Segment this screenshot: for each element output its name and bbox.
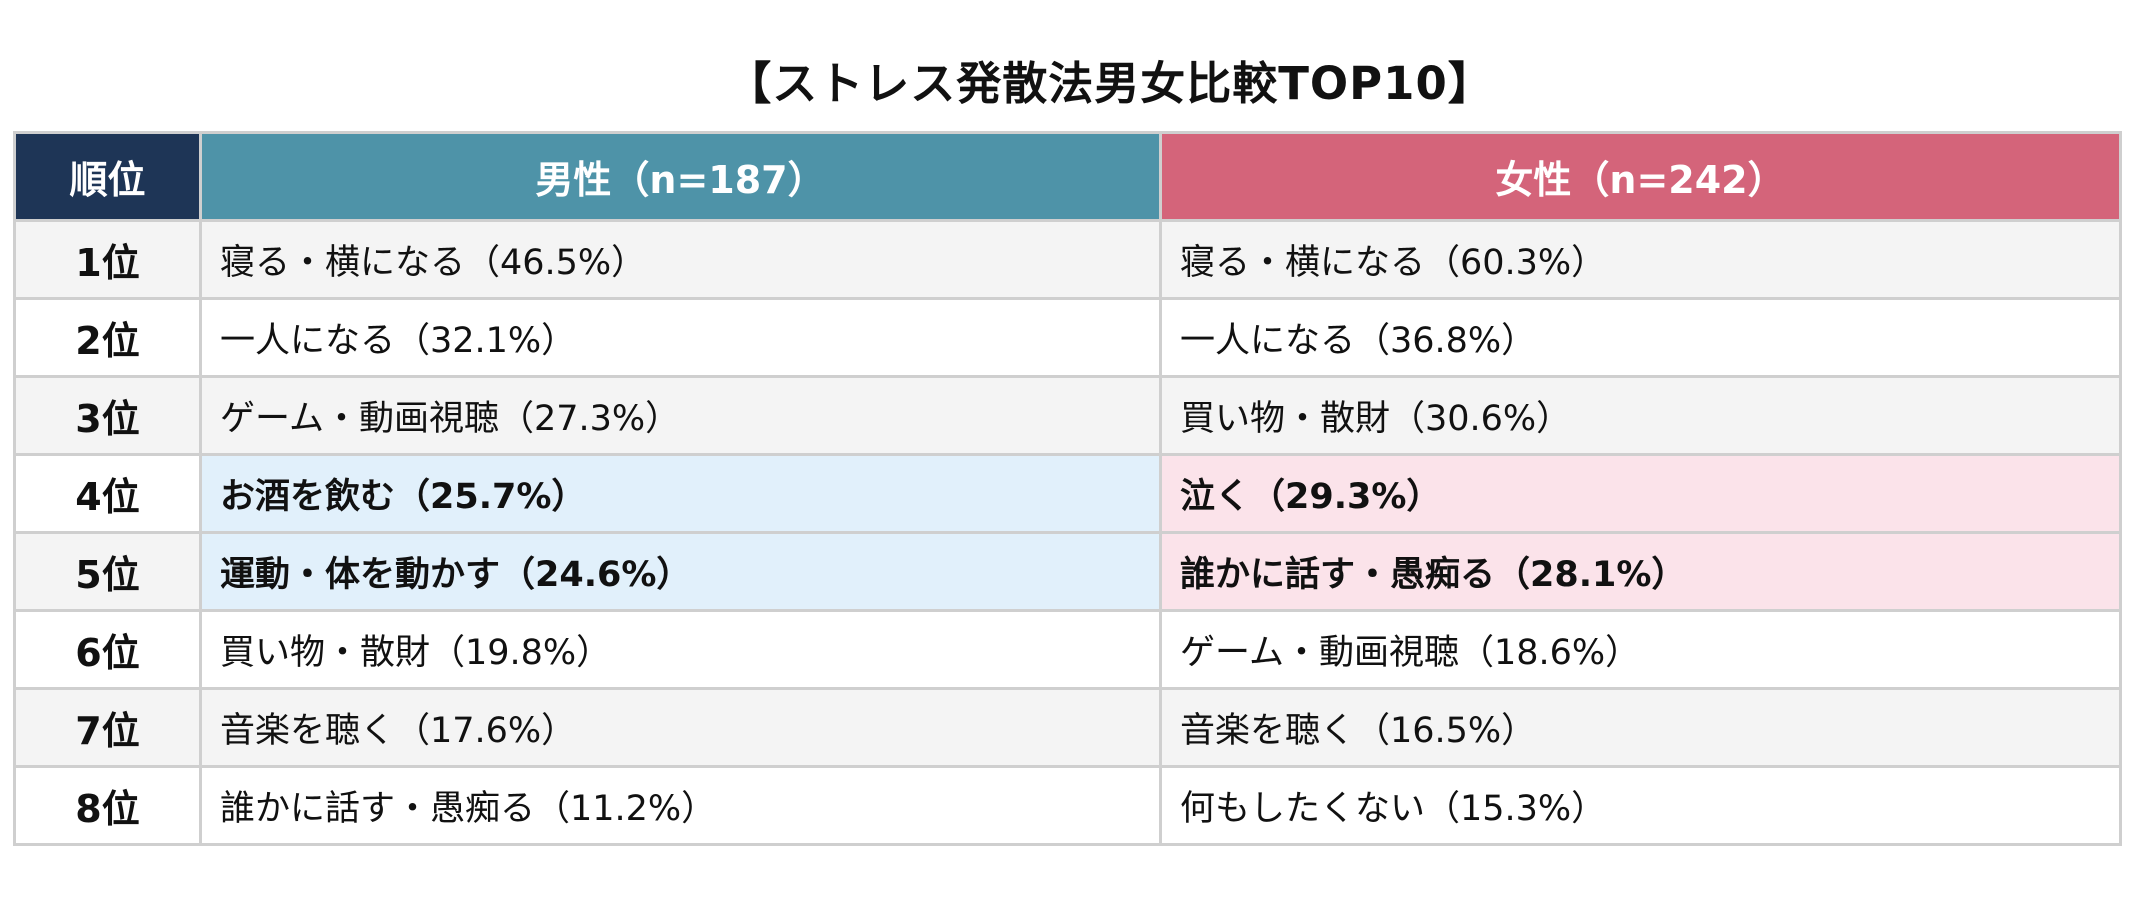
table-row: 3位 ゲーム・動画視聴（27.3%） 買い物・散財（30.6%） [13, 375, 2122, 456]
female-item-cell: 泣く（29.3%） [1159, 453, 2122, 534]
rank-cell: 4位 [13, 453, 202, 534]
female-item-cell: 誰かに話す・愚痴る（28.1%） [1159, 531, 2122, 612]
male-column-header: 男性（n=187） [199, 131, 1162, 222]
rank-cell: 3位 [13, 375, 202, 456]
male-item-cell: 誰かに話す・愚痴る（11.2%） [199, 765, 1162, 846]
male-item-cell: 寝る・横になる（46.5%） [199, 219, 1162, 300]
female-item-cell: 一人になる（36.8%） [1159, 297, 2122, 378]
male-item-cell: 一人になる（32.1%） [199, 297, 1162, 378]
rank-column-header: 順位 [13, 131, 202, 222]
table-row: 2位 一人になる（32.1%） 一人になる（36.8%） [13, 297, 2122, 378]
rank-cell: 1位 [13, 219, 202, 300]
rank-cell: 5位 [13, 531, 202, 612]
ranking-table: 順位 男性（n=187） 女性（n=242） 1位 寝る・横になる（46.5%）… [13, 131, 2122, 846]
rank-cell: 8位 [13, 765, 202, 846]
table-row-highlighted: 4位 お酒を飲む（25.7%） 泣く（29.3%） [13, 453, 2122, 534]
female-item-cell: 寝る・横になる（60.3%） [1159, 219, 2122, 300]
female-item-cell: 音楽を聴く（16.5%） [1159, 687, 2122, 768]
female-item-cell: 何もしたくない（15.3%） [1159, 765, 2122, 846]
rank-cell: 7位 [13, 687, 202, 768]
table-header-row: 順位 男性（n=187） 女性（n=242） [13, 131, 2122, 222]
table-row: 1位 寝る・横になる（46.5%） 寝る・横になる（60.3%） [13, 219, 2122, 300]
male-item-cell: ゲーム・動画視聴（27.3%） [199, 375, 1162, 456]
male-item-cell: 音楽を聴く（17.6%） [199, 687, 1162, 768]
table-row: 6位 買い物・散財（19.8%） ゲーム・動画視聴（18.6%） [13, 609, 2122, 690]
page-title: 【ストレス発散法男女比較TOP10】 [726, 57, 1494, 110]
rank-cell: 2位 [13, 297, 202, 378]
male-item-cell: 運動・体を動かす（24.6%） [199, 531, 1162, 612]
female-item-cell: ゲーム・動画視聴（18.6%） [1159, 609, 2122, 690]
male-item-cell: お酒を飲む（25.7%） [199, 453, 1162, 534]
rank-cell: 6位 [13, 609, 202, 690]
male-item-cell: 買い物・散財（19.8%） [199, 609, 1162, 690]
table-row-highlighted: 5位 運動・体を動かす（24.6%） 誰かに話す・愚痴る（28.1%） [13, 531, 2122, 612]
table-row: 8位 誰かに話す・愚痴る（11.2%） 何もしたくない（15.3%） [13, 765, 2122, 846]
female-column-header: 女性（n=242） [1159, 131, 2122, 222]
female-item-cell: 買い物・散財（30.6%） [1159, 375, 2122, 456]
table-row: 7位 音楽を聴く（17.6%） 音楽を聴く（16.5%） [13, 687, 2122, 768]
